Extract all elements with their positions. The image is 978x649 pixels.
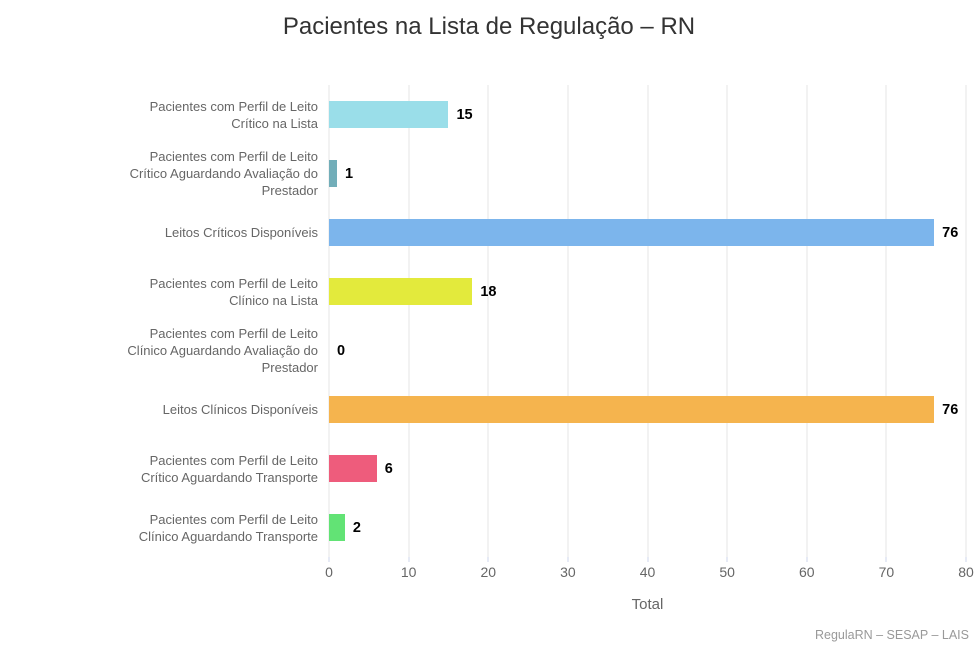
bar-track: 15 (329, 85, 966, 144)
x-tick-label: 10 (400, 564, 417, 580)
bar-row: Pacientes com Perfil de Leito Crítico na… (0, 85, 978, 144)
gridline (567, 85, 569, 557)
x-tick-label: 70 (878, 564, 895, 580)
category-label: Leitos Clínicos Disponíveis (162, 402, 318, 417)
gridline (487, 85, 489, 557)
bar-track: 0 (329, 321, 966, 380)
bar-track: 1 (329, 144, 966, 203)
category-label: Leitos Críticos Disponíveis (164, 225, 318, 240)
bar[interactable] (329, 160, 337, 187)
bar[interactable] (329, 514, 345, 541)
gridline (885, 85, 887, 557)
bar-track: 76 (329, 380, 966, 439)
bar[interactable] (329, 101, 449, 128)
bar[interactable] (329, 219, 935, 246)
x-tick-label: 50 (719, 564, 735, 580)
plot-area (328, 85, 967, 562)
bar-track: 6 (329, 439, 966, 498)
category-label: Pacientes com Perfil de Leito Crítico Ag… (129, 149, 318, 198)
value-label: 2 (352, 519, 361, 536)
category-label: Pacientes com Perfil de Leito Crítico Ag… (140, 452, 318, 485)
gridline (726, 85, 728, 557)
value-label: 1 (344, 165, 354, 182)
value-label: 76 (942, 224, 959, 241)
value-label: 18 (480, 283, 497, 300)
axis-tick (806, 557, 808, 562)
axis-tick (726, 557, 728, 562)
x-axis-tick-labels: 0 10 20 30 40 50 60 70 80 (0, 564, 978, 582)
bar[interactable] (329, 278, 473, 305)
category-label: Pacientes com Perfil de Leito Crítico na… (149, 98, 318, 131)
bar-row: Leitos Clínicos Disponíveis 76 (0, 380, 978, 439)
gridline (408, 85, 410, 557)
category-label: Pacientes com Perfil de Leito Clínico Ag… (138, 511, 318, 544)
bar[interactable] (329, 455, 377, 482)
gridline (965, 85, 967, 557)
gridline (647, 85, 648, 557)
bar-track: 2 (329, 498, 966, 557)
axis-tick (567, 557, 569, 562)
axis-tick (328, 557, 330, 562)
bar-rows: Pacientes com Perfil de Leito Crítico na… (0, 85, 978, 557)
x-tick-label: 20 (480, 564, 497, 580)
value-label: 15 (456, 106, 473, 123)
x-tick-label: 80 (958, 564, 974, 580)
bar-row: Leitos Críticos Disponíveis 76 (0, 203, 978, 262)
x-tick-label: 30 (560, 564, 576, 580)
chart-title: Pacientes na Lista de Regulação – RN (282, 13, 696, 40)
x-axis-title: Total (631, 596, 664, 613)
x-tick-label: 0 (325, 564, 333, 580)
gridline (806, 85, 808, 557)
bar-row: Pacientes com Perfil de Leito Clínico Ag… (0, 498, 978, 557)
x-tick-label: 40 (639, 564, 656, 580)
axis-tick (408, 557, 410, 562)
value-label: 76 (942, 401, 959, 418)
bar-row: Pacientes com Perfil de Leito Clínico na… (0, 262, 978, 321)
value-label: 6 (384, 460, 393, 477)
value-label: 0 (337, 342, 346, 359)
bar-row: Pacientes com Perfil de Leito Crítico Ag… (0, 439, 978, 498)
bar-track: 76 (329, 203, 966, 262)
x-tick-label: 60 (798, 564, 815, 580)
axis-tick (885, 557, 887, 562)
bar-track: 18 (329, 262, 966, 321)
gridline (328, 85, 330, 557)
bar-row: Pacientes com Perfil de Leito Crítico Ag… (0, 144, 978, 203)
axis-tick (487, 557, 489, 562)
bar[interactable] (329, 396, 935, 423)
axis-tick (965, 557, 967, 562)
category-label: Pacientes com Perfil de Leito Clínico na… (149, 275, 318, 308)
axis-tick (647, 557, 648, 562)
credits-label: RegulaRN – SESAP – LAIS (814, 628, 969, 642)
bar-row: Pacientes com Perfil de Leito Clínico Ag… (0, 321, 978, 380)
category-label: Pacientes com Perfil de Leito Clínico Ag… (127, 326, 318, 375)
